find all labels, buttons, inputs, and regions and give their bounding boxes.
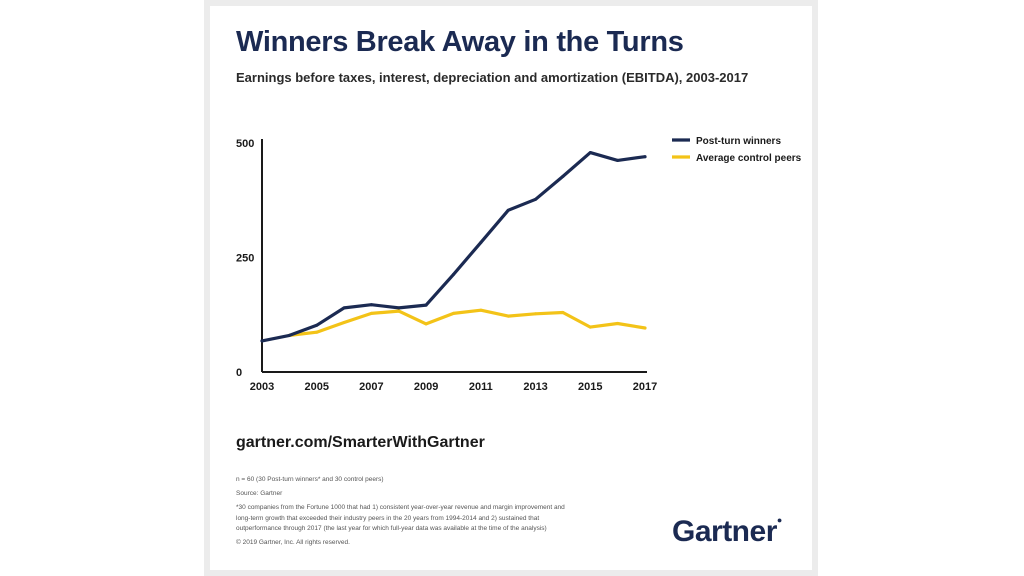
data-point xyxy=(643,326,647,330)
logo-dot-icon: ● xyxy=(776,515,782,525)
data-point xyxy=(534,312,538,316)
data-point xyxy=(369,311,373,315)
data-point xyxy=(424,322,428,326)
chart-subtitle: Earnings before taxes, interest, depreci… xyxy=(236,70,749,85)
data-point xyxy=(315,323,319,327)
data-point xyxy=(588,151,592,155)
x-tick-label: 2005 xyxy=(304,381,328,393)
legend-label: Post-turn winners xyxy=(696,136,781,147)
data-point xyxy=(369,303,373,307)
data-point xyxy=(424,303,428,307)
data-point xyxy=(397,306,401,310)
x-tick-label: 2003 xyxy=(250,381,274,393)
data-point xyxy=(561,174,565,178)
data-point xyxy=(506,314,510,318)
x-tick-label: 2007 xyxy=(359,381,383,393)
x-tick-label: 2017 xyxy=(633,381,657,393)
footnote-sample: n = 60 (30 Post-turn winners* and 30 con… xyxy=(236,476,384,483)
data-point xyxy=(315,330,319,334)
data-point xyxy=(616,158,620,162)
legend-label: Average control peers xyxy=(696,153,802,164)
data-point xyxy=(616,322,620,325)
x-tick-label: 2013 xyxy=(523,381,547,393)
data-point xyxy=(479,308,483,312)
data-point xyxy=(452,272,455,276)
y-tick-label: 500 xyxy=(236,138,254,150)
x-tick-label: 2011 xyxy=(469,381,493,393)
infographic-card xyxy=(210,6,812,570)
data-point xyxy=(588,325,592,329)
x-tick-label: 2015 xyxy=(578,381,602,393)
x-tick-label: 2009 xyxy=(414,381,438,393)
data-point xyxy=(643,155,647,159)
source-url: gartner.com/SmarterWithGartner xyxy=(236,434,485,451)
series-line-average-control-peers xyxy=(287,308,647,337)
data-point xyxy=(506,208,510,212)
data-point xyxy=(287,333,291,337)
logo-text: Gartner xyxy=(672,515,777,548)
y-tick-label: 250 xyxy=(236,253,254,265)
data-point xyxy=(479,240,483,244)
data-point xyxy=(534,197,538,201)
data-point xyxy=(561,311,565,314)
gartner-logo: Gartner● xyxy=(672,515,782,549)
data-point xyxy=(342,321,346,324)
footnote-definition: *30 companies from the Fortune 1000 that… xyxy=(236,504,565,532)
data-point xyxy=(342,306,346,310)
footnote-source: Source: Gartner xyxy=(236,490,283,497)
y-tick-label: 0 xyxy=(236,367,242,379)
chart-title: Winners Break Away in the Turns xyxy=(236,26,684,58)
data-point xyxy=(397,309,401,313)
data-point xyxy=(452,311,455,315)
footnote-copyright: © 2019 Gartner, Inc. All rights reserved… xyxy=(236,539,350,546)
data-point xyxy=(260,339,264,343)
